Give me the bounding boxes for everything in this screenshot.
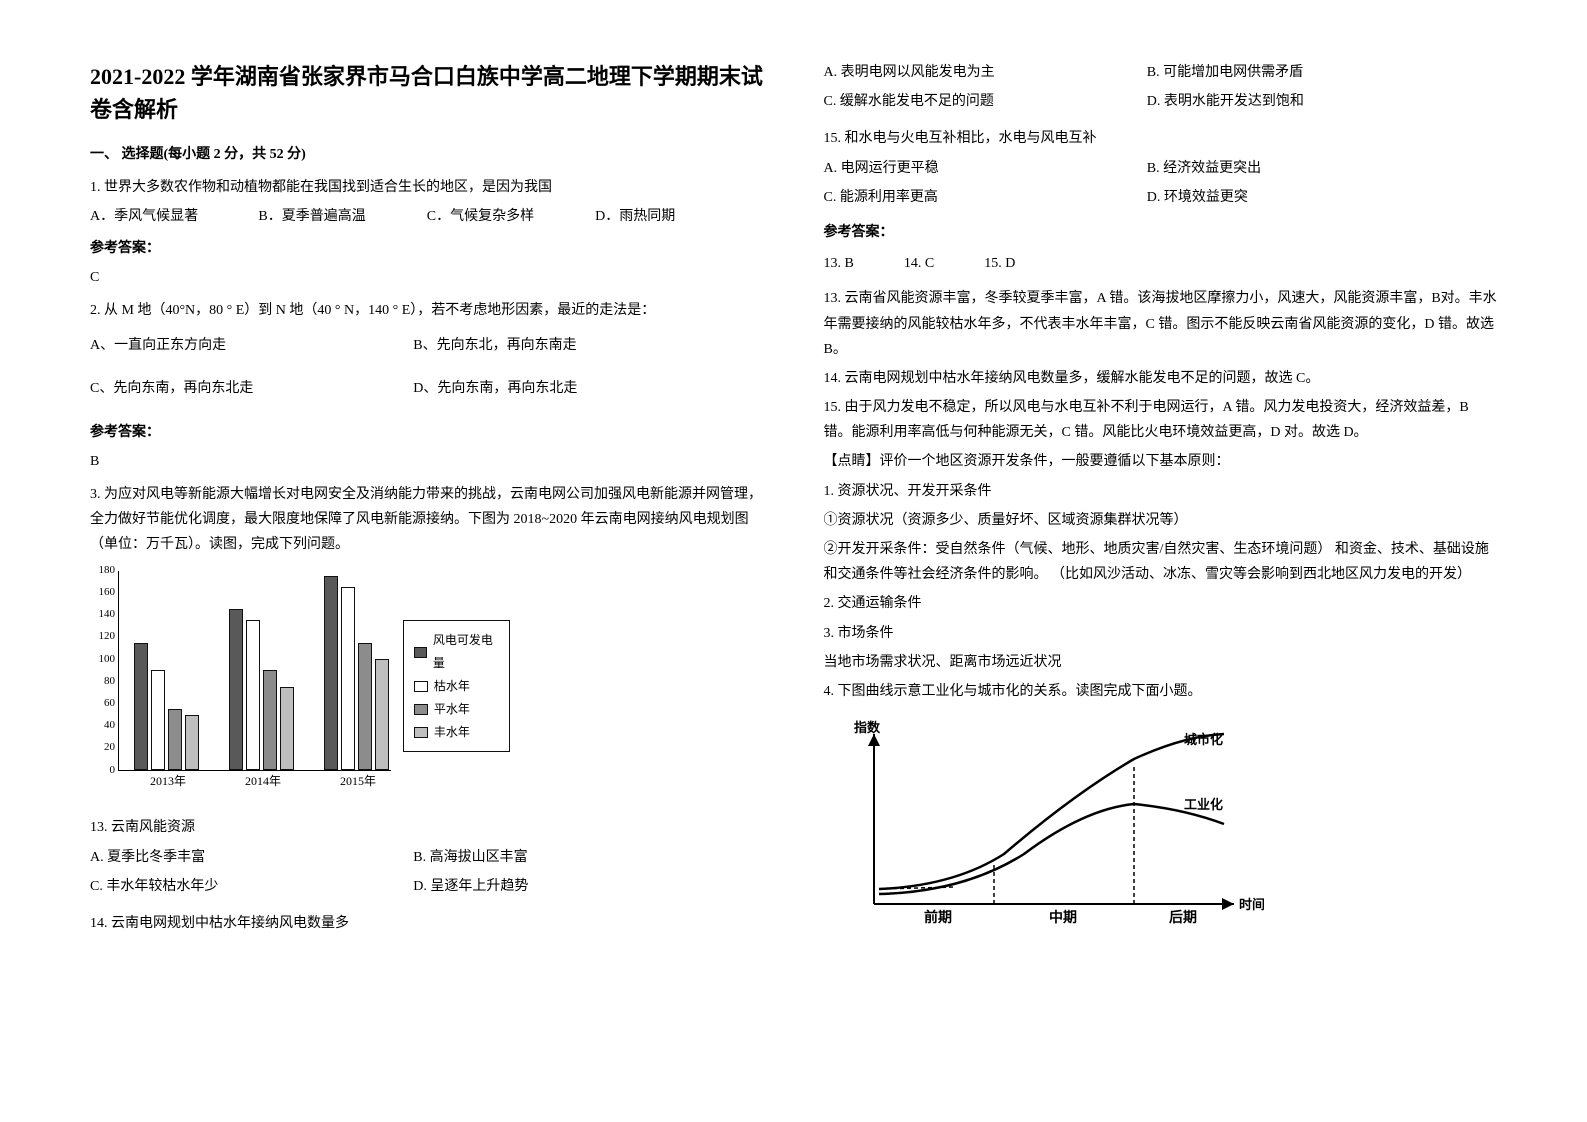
- q15-opt-c: C. 能源利用率更高: [824, 185, 1147, 210]
- q13-opt-d: D. 呈逐年上升趋势: [413, 874, 736, 899]
- q2-opt-b: B、先向东北，再向东南走: [413, 333, 736, 358]
- question-1-stem: 1. 世界大多数农作物和动植物都能在我国找到适合生长的地区，是因为我国: [90, 175, 764, 200]
- q1-answer: C: [90, 265, 764, 290]
- question-15-stem: 15. 和水电与火电互补相比，水电与风电互补: [824, 126, 1498, 151]
- chart-legend: 风电可发电量枯水年平水年丰水年: [403, 620, 510, 752]
- q14-opt-d: D. 表明水能开发达到饱和: [1147, 89, 1470, 114]
- question-13-options: A. 夏季比冬季丰富 B. 高海拔山区丰富 C. 丰水年较枯水年少 D. 呈逐年…: [90, 845, 764, 903]
- left-column: 2021-2022 学年湖南省张家界市马合口白族中学高二地理下学期期末试卷含解析…: [90, 60, 764, 1062]
- right-column: A. 表明电网以风能发电为主 B. 可能增加电网供需矛盾 C. 缓解水能发电不足…: [824, 60, 1498, 1062]
- tip-head: 【点睛】评价一个地区资源开发条件，一般要遵循以下基本原则：: [824, 449, 1498, 474]
- answer-label: 参考答案：: [90, 236, 764, 261]
- svg-text:前期: 前期: [924, 909, 952, 926]
- q13-opt-a: A. 夏季比冬季丰富: [90, 845, 413, 870]
- ans-14: 14. C: [904, 251, 934, 276]
- svg-text:工业化: 工业化: [1184, 797, 1223, 812]
- question-14-stem: 14. 云南电网规划中枯水年接纳风电数量多: [90, 911, 764, 936]
- ans-13: 13. B: [824, 251, 854, 276]
- q15-opt-b: B. 经济效益更突出: [1147, 156, 1470, 181]
- q14-opt-c: C. 缓解水能发电不足的问题: [824, 89, 1147, 114]
- document-title: 2021-2022 学年湖南省张家界市马合口白族中学高二地理下学期期末试卷含解析: [90, 60, 764, 126]
- q15-opt-d: D. 环境效益更突: [1147, 185, 1470, 210]
- answer-label: 参考答案：: [824, 220, 1498, 245]
- tip-1b: ②开发开采条件：受自然条件（气候、地形、地质灾害/自然灾害、生态环境问题） 和资…: [824, 537, 1498, 587]
- tip-3a: 当地市场需求状况、距离市场远近状况: [824, 650, 1498, 675]
- q1-opt-a: A．季风气候显著: [90, 204, 258, 229]
- svg-text:指数: 指数: [854, 720, 881, 735]
- q2-opt-d: D、先向东南，再向东北走: [413, 376, 736, 401]
- q14-opt-b: B. 可能增加电网供需矛盾: [1147, 60, 1470, 85]
- svg-text:时间: 时间: [1239, 897, 1264, 912]
- answer-label: 参考答案：: [90, 420, 764, 445]
- q1-opt-c: C．气候复杂多样: [427, 204, 595, 229]
- ans-15: 15. D: [984, 251, 1015, 276]
- tip-2: 2. 交通运输条件: [824, 591, 1498, 616]
- svg-text:后期: 后期: [1169, 909, 1197, 926]
- q14-opt-a: A. 表明电网以风能发电为主: [824, 60, 1147, 85]
- q15-opt-a: A. 电网运行更平稳: [824, 156, 1147, 181]
- tip-1: 1. 资源状况、开发开采条件: [824, 479, 1498, 504]
- q2-opt-a: A、一直向正东方向走: [90, 333, 413, 358]
- q2-opt-c: C、先向东南，再向东北走: [90, 376, 413, 401]
- question-1-options: A．季风气候显著 B．夏季普遍高温 C．气候复杂多样 D．雨热同期: [90, 204, 764, 229]
- question-2-options: A、一直向正东方向走 B、先向东北，再向东南走 C、先向东南，再向东北走 D、先…: [90, 333, 764, 405]
- exp-13: 13. 云南省风能资源丰富，冬季较夏季丰富，A 错。该海拔地区摩擦力小，风速大，…: [824, 286, 1498, 362]
- q13-opt-b: B. 高海拔山区丰富: [413, 845, 736, 870]
- svg-text:中期: 中期: [1049, 909, 1077, 926]
- question-14-options: A. 表明电网以风能发电为主 B. 可能增加电网供需矛盾 C. 缓解水能发电不足…: [824, 60, 1498, 118]
- exp-14: 14. 云南电网规划中枯水年接纳风电数量多，缓解水能发电不足的问题，故选 C。: [824, 366, 1498, 391]
- question-4-stem: 4. 下图曲线示意工业化与城市化的关系。读图完成下面小题。: [824, 679, 1498, 704]
- question-2-stem: 2. 从 M 地（40°N，80 ° E）到 N 地（40 ° N，140 ° …: [90, 298, 764, 323]
- q1-opt-d: D．雨热同期: [595, 204, 763, 229]
- answers-13-15: 13. B 14. C 15. D: [824, 251, 1498, 276]
- question-15-options: A. 电网运行更平稳 B. 经济效益更突出 C. 能源利用率更高 D. 环境效益…: [824, 156, 1498, 214]
- tip-3: 3. 市场条件: [824, 621, 1498, 646]
- question-13-stem: 13. 云南风能资源: [90, 815, 764, 840]
- question-3-intro: 3. 为应对风电等新能源大幅增长对电网安全及消纳能力带来的挑战，云南电网公司加强…: [90, 482, 764, 558]
- q2-answer: B: [90, 449, 764, 474]
- tip-1a: ①资源状况（资源多少、质量好坏、区域资源集群状况等）: [824, 508, 1498, 533]
- curve-chart: 指数 时间 城市化 工业化 前期 中期 后期: [824, 714, 1264, 934]
- q13-opt-c: C. 丰水年较枯水年少: [90, 874, 413, 899]
- q1-opt-b: B．夏季普遍高温: [258, 204, 426, 229]
- svg-text:城市化: 城市化: [1184, 732, 1223, 747]
- exp-15: 15. 由于风力发电不稳定，所以风电与水电互补不利于电网运行，A 错。风力发电投…: [824, 395, 1498, 445]
- bar-chart: 0204060801001201401601802013年2014年2015年 …: [90, 571, 510, 801]
- section-heading: 一、 选择题(每小题 2 分，共 52 分): [90, 142, 764, 167]
